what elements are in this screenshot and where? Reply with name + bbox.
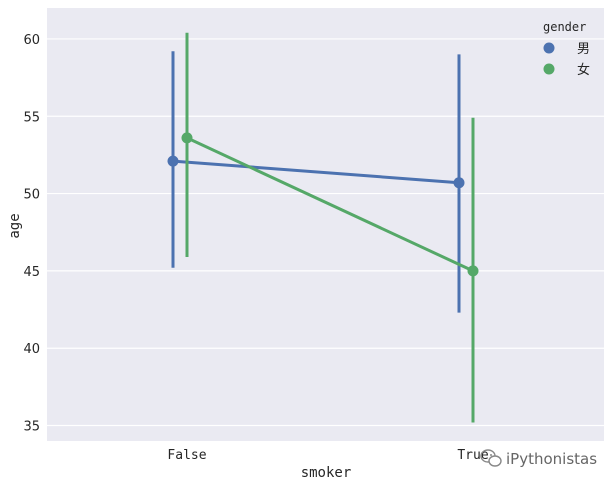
x-tick-label: False (167, 448, 206, 463)
series-1 (181, 32, 479, 423)
legend-marker (543, 63, 555, 75)
x-axis-label: smoker (301, 465, 352, 481)
y-tick-label: 35 (23, 420, 40, 435)
legend-label: 女 (577, 62, 590, 78)
watermark: iPythonistas (480, 449, 597, 468)
series-line (186, 136, 474, 273)
legend-label: 男 (577, 42, 590, 57)
data-point (467, 265, 479, 277)
series-group (167, 32, 479, 423)
y-tick-label: 55 (23, 110, 40, 125)
data-point (167, 155, 179, 167)
y-tick-label: 45 (23, 265, 40, 280)
plot-area (47, 8, 604, 441)
legend: gender 男女 (543, 20, 590, 78)
grid-lines (47, 38, 604, 427)
legend-marker (543, 42, 555, 54)
series-0 (167, 51, 465, 313)
wechat-icon (480, 449, 502, 467)
y-tick-label: 60 (23, 33, 40, 48)
y-axis-label: age (7, 213, 23, 238)
data-point (181, 132, 193, 144)
x-ticks: False True (167, 448, 488, 463)
data-point (453, 177, 465, 189)
legend-title: gender (543, 20, 586, 34)
y-tick-label: 40 (23, 342, 40, 357)
y-tick-label: 50 (23, 188, 40, 203)
x-tick-label: True (457, 448, 488, 463)
watermark-text: iPythonistas (506, 450, 597, 468)
y-ticks: 35 40 45 50 55 60 (23, 33, 40, 435)
series-line (172, 159, 460, 185)
